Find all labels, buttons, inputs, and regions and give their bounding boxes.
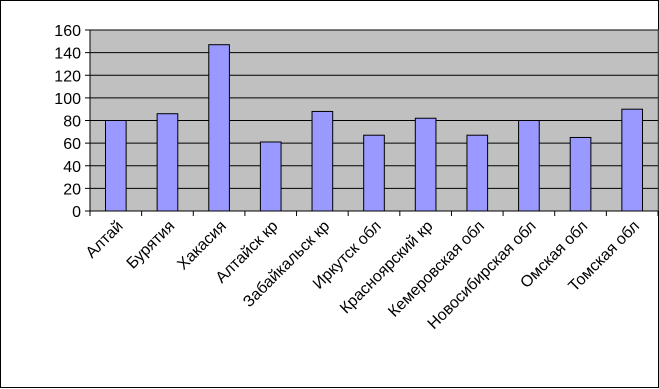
- bar-7: [414, 117, 437, 212]
- y-tick-label: 160: [54, 23, 81, 40]
- y-tick-label: 40: [63, 159, 81, 176]
- bar-10: [569, 136, 592, 212]
- bars: [104, 44, 644, 212]
- bar-9: [518, 120, 540, 212]
- gridlines: [90, 29, 658, 189]
- bar-5: [311, 110, 334, 212]
- y-tick-label: 120: [54, 68, 81, 85]
- y-tick-label: 80: [63, 114, 81, 131]
- y-tick-label: 140: [54, 46, 81, 63]
- bar-1: [104, 120, 127, 212]
- bar-6: [363, 134, 385, 212]
- bar-11: [621, 108, 644, 212]
- x-category-label: Алтай: [83, 218, 127, 262]
- y-tick-label: 60: [63, 136, 81, 153]
- y-tick-label: 100: [54, 91, 81, 108]
- bar-8: [466, 134, 489, 212]
- x-category-label: Красноярский кр: [337, 218, 437, 318]
- bar-2: [156, 113, 179, 212]
- axes: [85, 29, 659, 216]
- x-category-label: Забайкальск кр: [240, 218, 333, 311]
- bar-4: [259, 141, 282, 212]
- x-category-label: Кемеровская обл: [385, 218, 488, 321]
- bar-3: [208, 44, 230, 212]
- y-tick-label: 0: [72, 204, 81, 221]
- y-tick-labels: 0 20 40 60 80 100 120 140 160: [54, 23, 81, 221]
- y-tick-label: 20: [63, 181, 81, 198]
- x-category-label: Бурятия: [124, 218, 179, 273]
